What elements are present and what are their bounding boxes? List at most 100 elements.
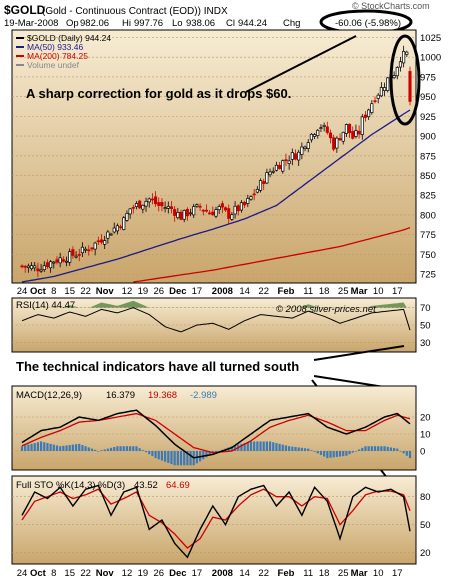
macd-hist-bar: [345, 451, 348, 456]
macd-hist-bar: [167, 451, 170, 463]
macd-hist-bar: [87, 447, 90, 451]
macd-hist-bar: [240, 443, 243, 451]
rsi-y-tick-labels: 30 50 70: [420, 303, 431, 349]
macd-hist-bar: [189, 451, 192, 466]
indicators-annotation: The technical indicators have all turned…: [16, 359, 299, 374]
macd-hist-bar: [370, 446, 373, 451]
macd-hist-bar: [55, 445, 59, 451]
candle-body: [360, 116, 364, 135]
candle-body: [125, 213, 129, 221]
candle-body: [20, 265, 24, 268]
candle-body: [115, 225, 119, 232]
rsi-overbought-fill: [22, 300, 410, 308]
macd-hist-bar: [253, 441, 256, 451]
header-lo-label: Lo: [172, 18, 183, 29]
candle-body: [313, 134, 317, 137]
x-tick-label: 14: [239, 286, 250, 297]
candle-body: [192, 206, 196, 216]
macd-hist-bar: [326, 451, 329, 459]
macd-hist-bar: [316, 451, 319, 454]
candle-body: [379, 87, 383, 97]
candle-body: [309, 133, 313, 141]
x-tick-label: Feb: [278, 568, 295, 579]
macd-hist-bar: [329, 451, 332, 458]
header-watermark: © StockCharts.com: [352, 1, 430, 11]
macd-hist-bar: [275, 443, 278, 451]
macd-hist-bar: [119, 446, 122, 451]
candle-body: [344, 124, 348, 134]
macd-hist-bar: [27, 444, 30, 451]
candle-body: [249, 196, 253, 200]
macd-hist-bar: [230, 446, 234, 451]
macd-hist-bar: [103, 449, 106, 451]
macd-hist-bar: [84, 446, 87, 451]
candle-body: [227, 208, 231, 219]
macd-hist-bar: [129, 446, 132, 451]
x-tick-label: Mar: [351, 568, 368, 579]
candle-body: [284, 159, 288, 162]
macd-hist-bar: [323, 451, 326, 457]
candle-body: [281, 160, 285, 172]
macd-hist-bar: [97, 451, 100, 452]
candle-body: [42, 265, 46, 271]
candle-body: [26, 265, 30, 268]
legend-entry: MA(200) 784.25: [27, 51, 88, 61]
candle-body: [182, 210, 186, 220]
candle-body: [405, 51, 409, 55]
macd-hist-bar: [218, 451, 221, 452]
sto-panel-frame: [11, 475, 417, 565]
candle-body: [325, 126, 329, 133]
sto-panel: 20 50 80 Full STO %K(14,3) %D(3) 43.52 64.…: [11, 475, 431, 565]
macd-hist-bar: [122, 446, 125, 451]
macd-hist-bar: [383, 446, 386, 451]
macd-hist-bar: [132, 446, 135, 451]
macd-hist-bar: [125, 446, 129, 451]
candle-body: [300, 146, 304, 155]
macd-hist-bar: [402, 451, 405, 454]
macd-y-tick-label: 20: [420, 413, 431, 424]
candle-body: [157, 202, 161, 206]
macd-hist-bar: [243, 443, 246, 451]
price-y-tick-label: 775: [420, 230, 436, 241]
x-tick-label: 10: [373, 286, 384, 297]
candle-body: [71, 249, 75, 256]
candle-body: [367, 109, 371, 118]
candle-body: [87, 249, 91, 252]
header-symbol: $GOLD: [4, 3, 46, 17]
sto-k-line: [21, 484, 411, 559]
macd-hist-bar: [278, 443, 281, 451]
x-tick-label: 24: [17, 568, 28, 579]
rsi-y-tick-label: 30: [420, 338, 431, 349]
macd-hist-bar: [138, 448, 141, 451]
candle-body: [58, 257, 62, 264]
candle-body: [293, 153, 298, 160]
candle-body: [169, 206, 174, 209]
x-tick-label: Feb: [278, 286, 295, 297]
macd-title: MACD(12,26,9): [16, 390, 82, 401]
candle-body: [141, 204, 145, 210]
price-y-tick-label: 800: [420, 210, 436, 221]
x-tick-label: 22: [80, 286, 91, 297]
sto-title: Full STO %K(14,3) %D(3): [16, 480, 125, 491]
candle-body: [211, 211, 215, 216]
candle-body: [150, 198, 154, 201]
macd-hist-bar: [100, 450, 103, 451]
rsi-y-tick-label: 70: [420, 303, 431, 314]
candle-body: [373, 100, 377, 103]
macd-line: [21, 409, 411, 459]
candle-body: [376, 94, 380, 99]
macd-hist-bar: [113, 447, 116, 451]
macd-hist-bar: [348, 451, 351, 455]
macd-hist-bar: [20, 446, 24, 451]
macd-hist-bar: [268, 441, 272, 451]
candle-body: [335, 137, 339, 149]
macd-hist-bar: [116, 446, 119, 451]
macd-hist-bar: [154, 451, 157, 459]
macd-hist-bar: [284, 445, 288, 451]
macd-hist-bar: [90, 448, 94, 451]
candle-body: [84, 248, 88, 251]
candle-body: [258, 180, 263, 191]
candle-body: [204, 209, 209, 212]
candle-body: [230, 214, 234, 220]
macd-hist-bar: [141, 450, 144, 451]
